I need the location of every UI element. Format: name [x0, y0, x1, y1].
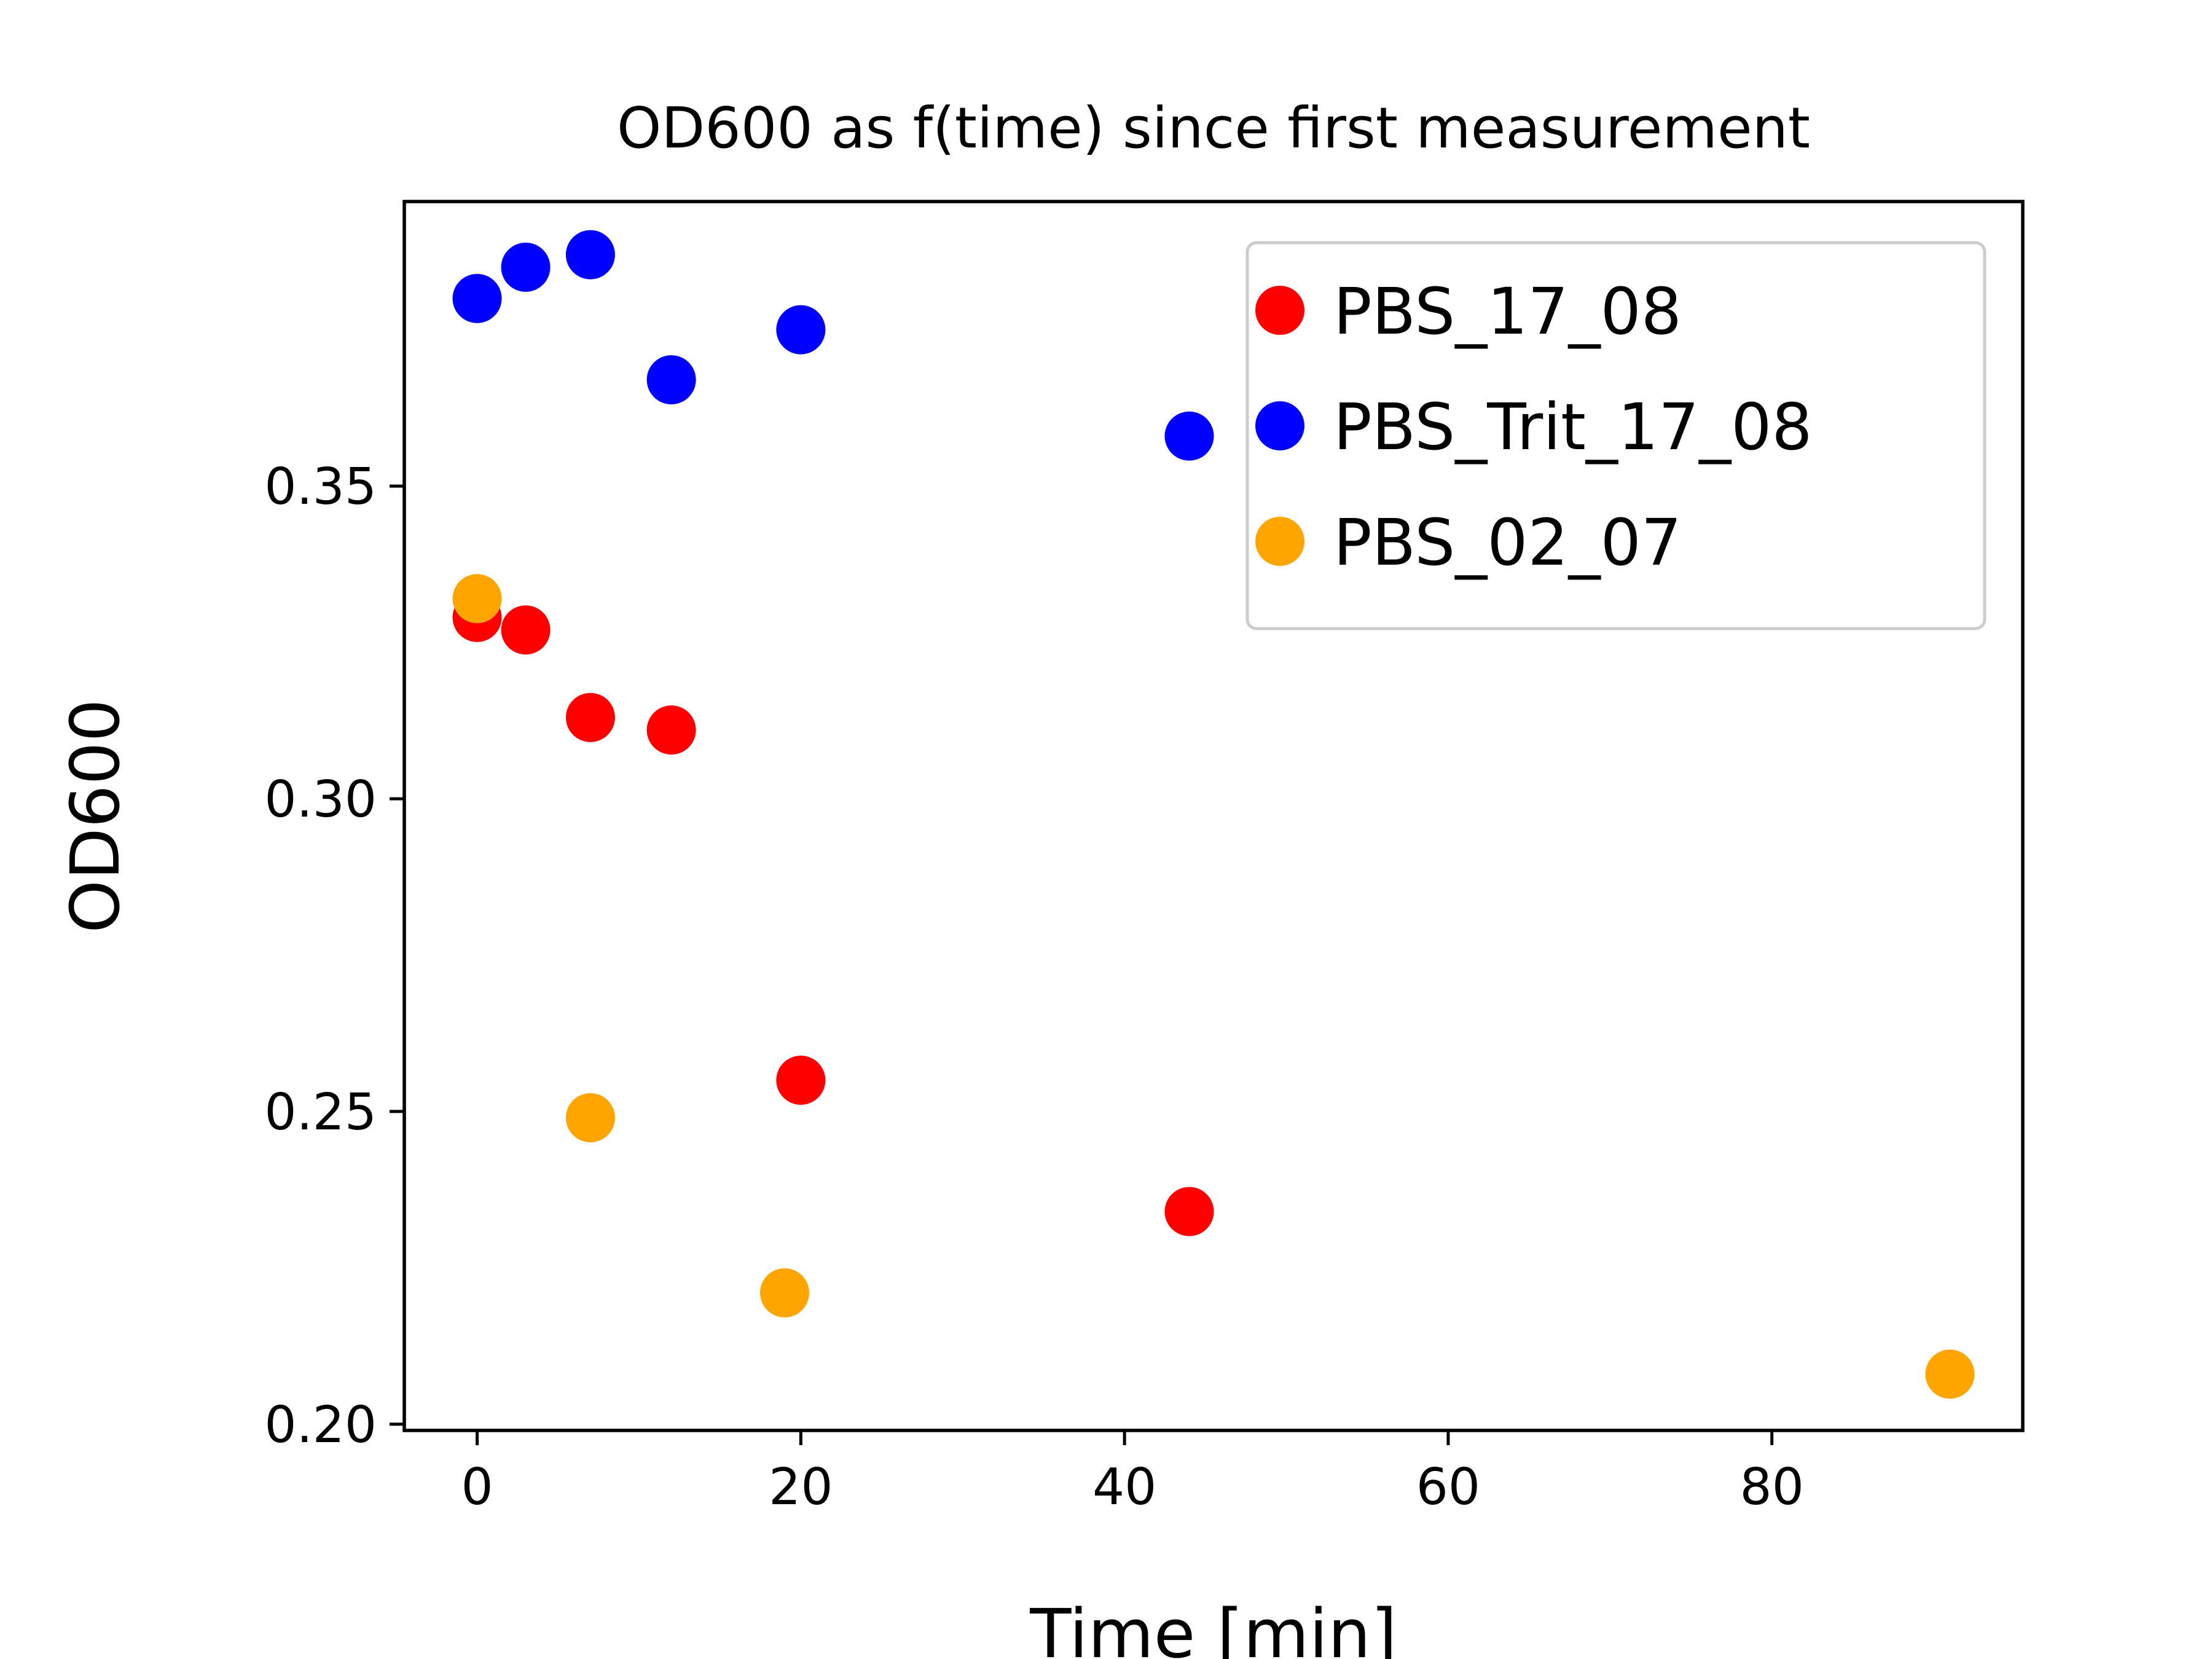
y-tick-label: 0.30 — [264, 771, 377, 829]
x-axis-label: Time [min] — [1029, 1594, 1397, 1659]
legend-frame — [1245, 241, 1986, 630]
x-tick-label: 60 — [1416, 1458, 1480, 1516]
data-point-pbs-trit-17-08 — [565, 230, 615, 280]
data-point-pbs-02-07 — [1925, 1349, 1975, 1399]
data-point-pbs-trit-17-08 — [501, 242, 551, 292]
data-points — [452, 230, 1975, 1399]
legend-label: PBS_02_07 — [1333, 505, 1682, 580]
legend-label: PBS_Trit_17_08 — [1333, 390, 1813, 465]
series-pbs-02-07 — [452, 574, 1975, 1399]
x-tick-label: 80 — [1740, 1458, 1804, 1516]
data-point-pbs-17-08 — [776, 1056, 826, 1105]
series-pbs-trit-17-08 — [452, 230, 1214, 461]
data-point-pbs-17-08 — [1164, 1186, 1214, 1236]
data-point-pbs-17-08 — [646, 705, 696, 755]
y-tick-label: 0.20 — [264, 1396, 377, 1454]
legend-label: PBS_17_08 — [1333, 274, 1682, 349]
chart-title: OD600 as f(time) since first measurement — [617, 95, 1810, 161]
legend-marker — [1255, 517, 1304, 566]
data-point-pbs-02-07 — [759, 1268, 809, 1318]
data-point-pbs-trit-17-08 — [1164, 411, 1214, 461]
data-point-pbs-02-07 — [452, 574, 502, 624]
x-tick-label: 0 — [461, 1458, 493, 1516]
y-tick-label: 0.25 — [264, 1083, 377, 1142]
legend-items: PBS_17_08 PBS_Trit_17_08 PBS_02_07 — [1255, 274, 1813, 580]
data-point-pbs-trit-17-08 — [776, 305, 826, 355]
data-point-pbs-17-08 — [565, 692, 615, 742]
x-tick-label: 20 — [769, 1458, 833, 1516]
axis-ticks: 0 20 40 60 80 0.20 0.25 0.30 0.35 — [264, 458, 1803, 1516]
data-point-pbs-trit-17-08 — [452, 273, 502, 323]
x-tick-label: 40 — [1092, 1458, 1156, 1516]
data-point-pbs-trit-17-08 — [646, 355, 696, 405]
legend: PBS_17_08 PBS_Trit_17_08 PBS_02_07 — [1245, 241, 1986, 630]
legend-marker — [1255, 401, 1304, 450]
legend-marker — [1255, 286, 1304, 335]
y-tick-label: 0.35 — [264, 458, 377, 516]
y-axis-label: OD600 — [56, 699, 135, 933]
data-point-pbs-02-07 — [565, 1093, 615, 1143]
data-point-pbs-17-08 — [501, 605, 551, 655]
plot-area-frame — [402, 200, 2025, 1432]
